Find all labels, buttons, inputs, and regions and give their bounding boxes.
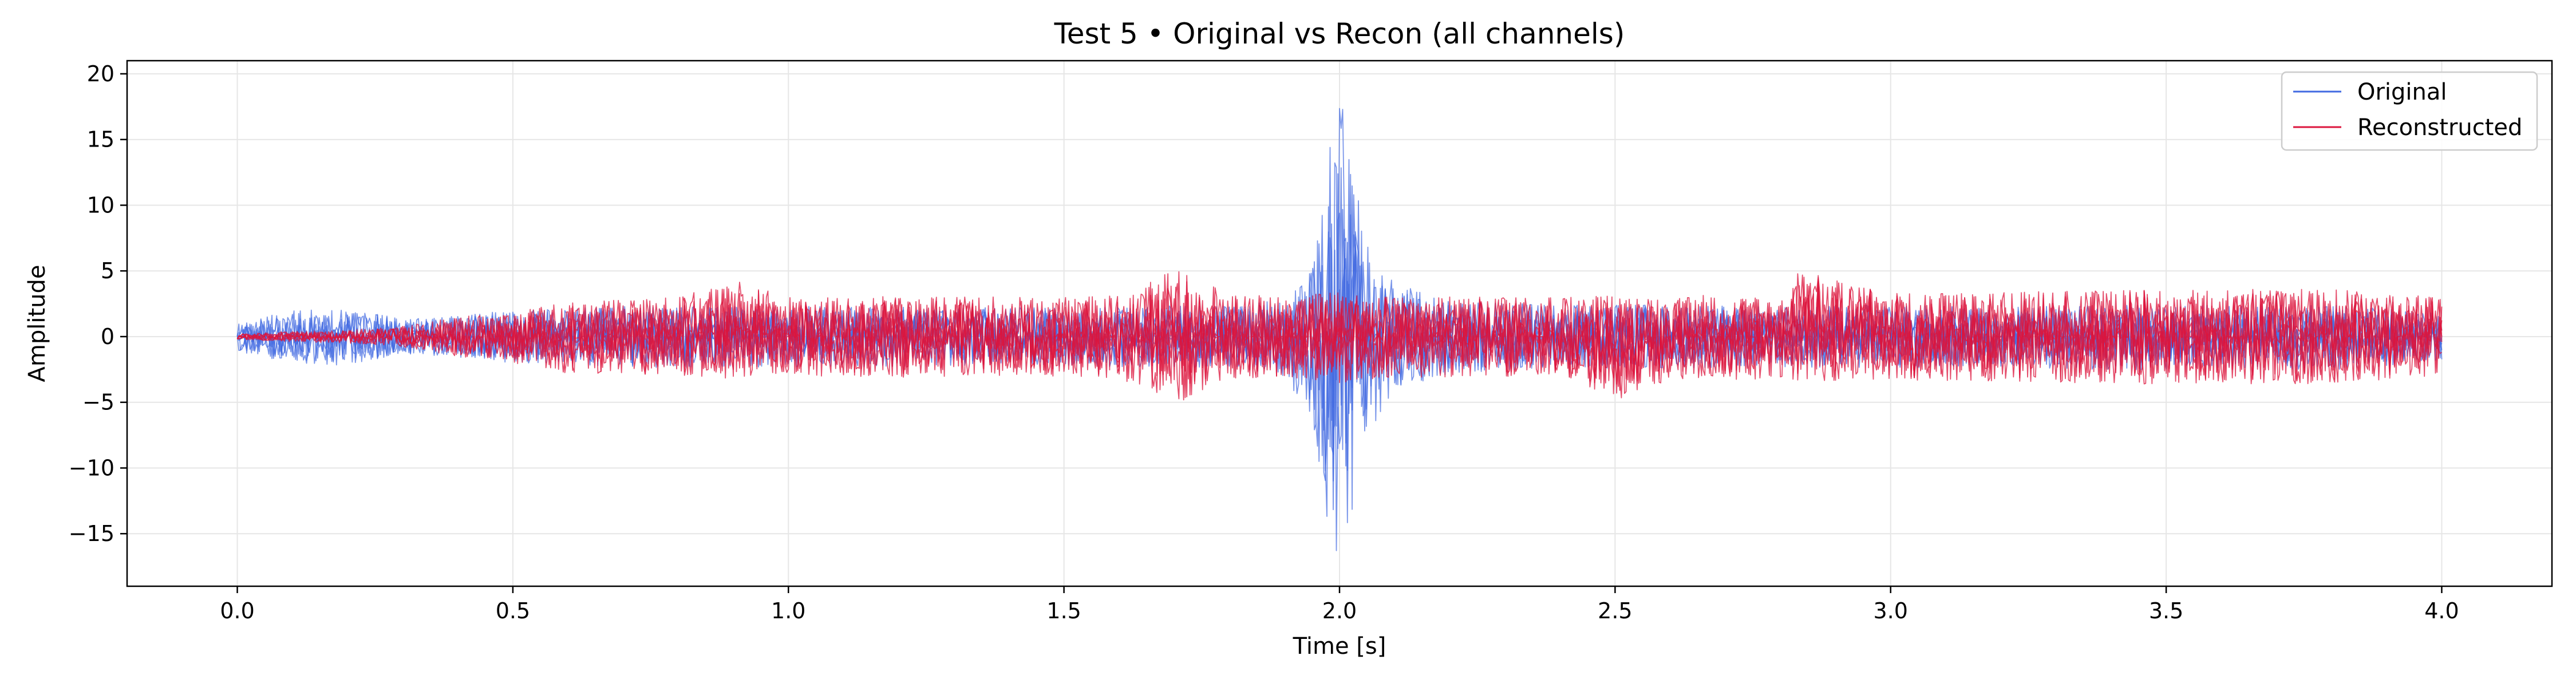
x-tick-label: 3.0	[1874, 598, 1908, 623]
y-tick-label: 5	[101, 258, 114, 283]
legend-box	[2281, 71, 2538, 151]
legend: Original Reconstructed	[2281, 71, 2538, 151]
channel-trace	[236, 271, 2443, 390]
y-tick-label: 0	[101, 324, 114, 349]
chart-title: Test 5 • Original vs Recon (all channels…	[1054, 17, 1625, 50]
x-axis-label: Time [s]	[1293, 633, 1386, 660]
y-tick-label: −5	[82, 390, 114, 415]
y-axis: −15 −10 −5 0 5 10 15 20	[69, 61, 127, 546]
x-tick-label: 4.0	[2424, 598, 2459, 623]
plot-area	[236, 108, 2443, 551]
x-tick-label: 1.5	[1046, 598, 1081, 623]
legend-label-original: Original	[2357, 79, 2447, 105]
x-tick-label: 0.5	[496, 598, 530, 623]
legend-label-reconstructed: Reconstructed	[2357, 114, 2522, 141]
y-axis-label: Amplitude	[24, 265, 50, 382]
x-tick-label: 2.5	[1598, 598, 1632, 623]
series-layer	[236, 108, 2443, 551]
x-tick-label: 3.5	[2149, 598, 2183, 623]
x-tick-label: 0.0	[220, 598, 254, 623]
y-tick-label: 10	[87, 192, 114, 218]
channel-trace	[237, 277, 2443, 398]
y-tick-label: 15	[87, 127, 114, 152]
x-tick-label: 1.0	[771, 598, 805, 623]
x-tick-label: 2.0	[1322, 598, 1357, 623]
channel-trace	[237, 282, 2443, 394]
x-axis: 0.0 0.5 1.0 1.5 2.0 2.5 3.0 3.5 4.0	[220, 586, 2459, 623]
series-reconstructed	[236, 271, 2443, 401]
channel-trace	[236, 273, 2443, 400]
y-tick-label: 20	[87, 61, 114, 86]
y-tick-label: −10	[69, 455, 114, 480]
y-tick-label: −15	[69, 521, 114, 546]
